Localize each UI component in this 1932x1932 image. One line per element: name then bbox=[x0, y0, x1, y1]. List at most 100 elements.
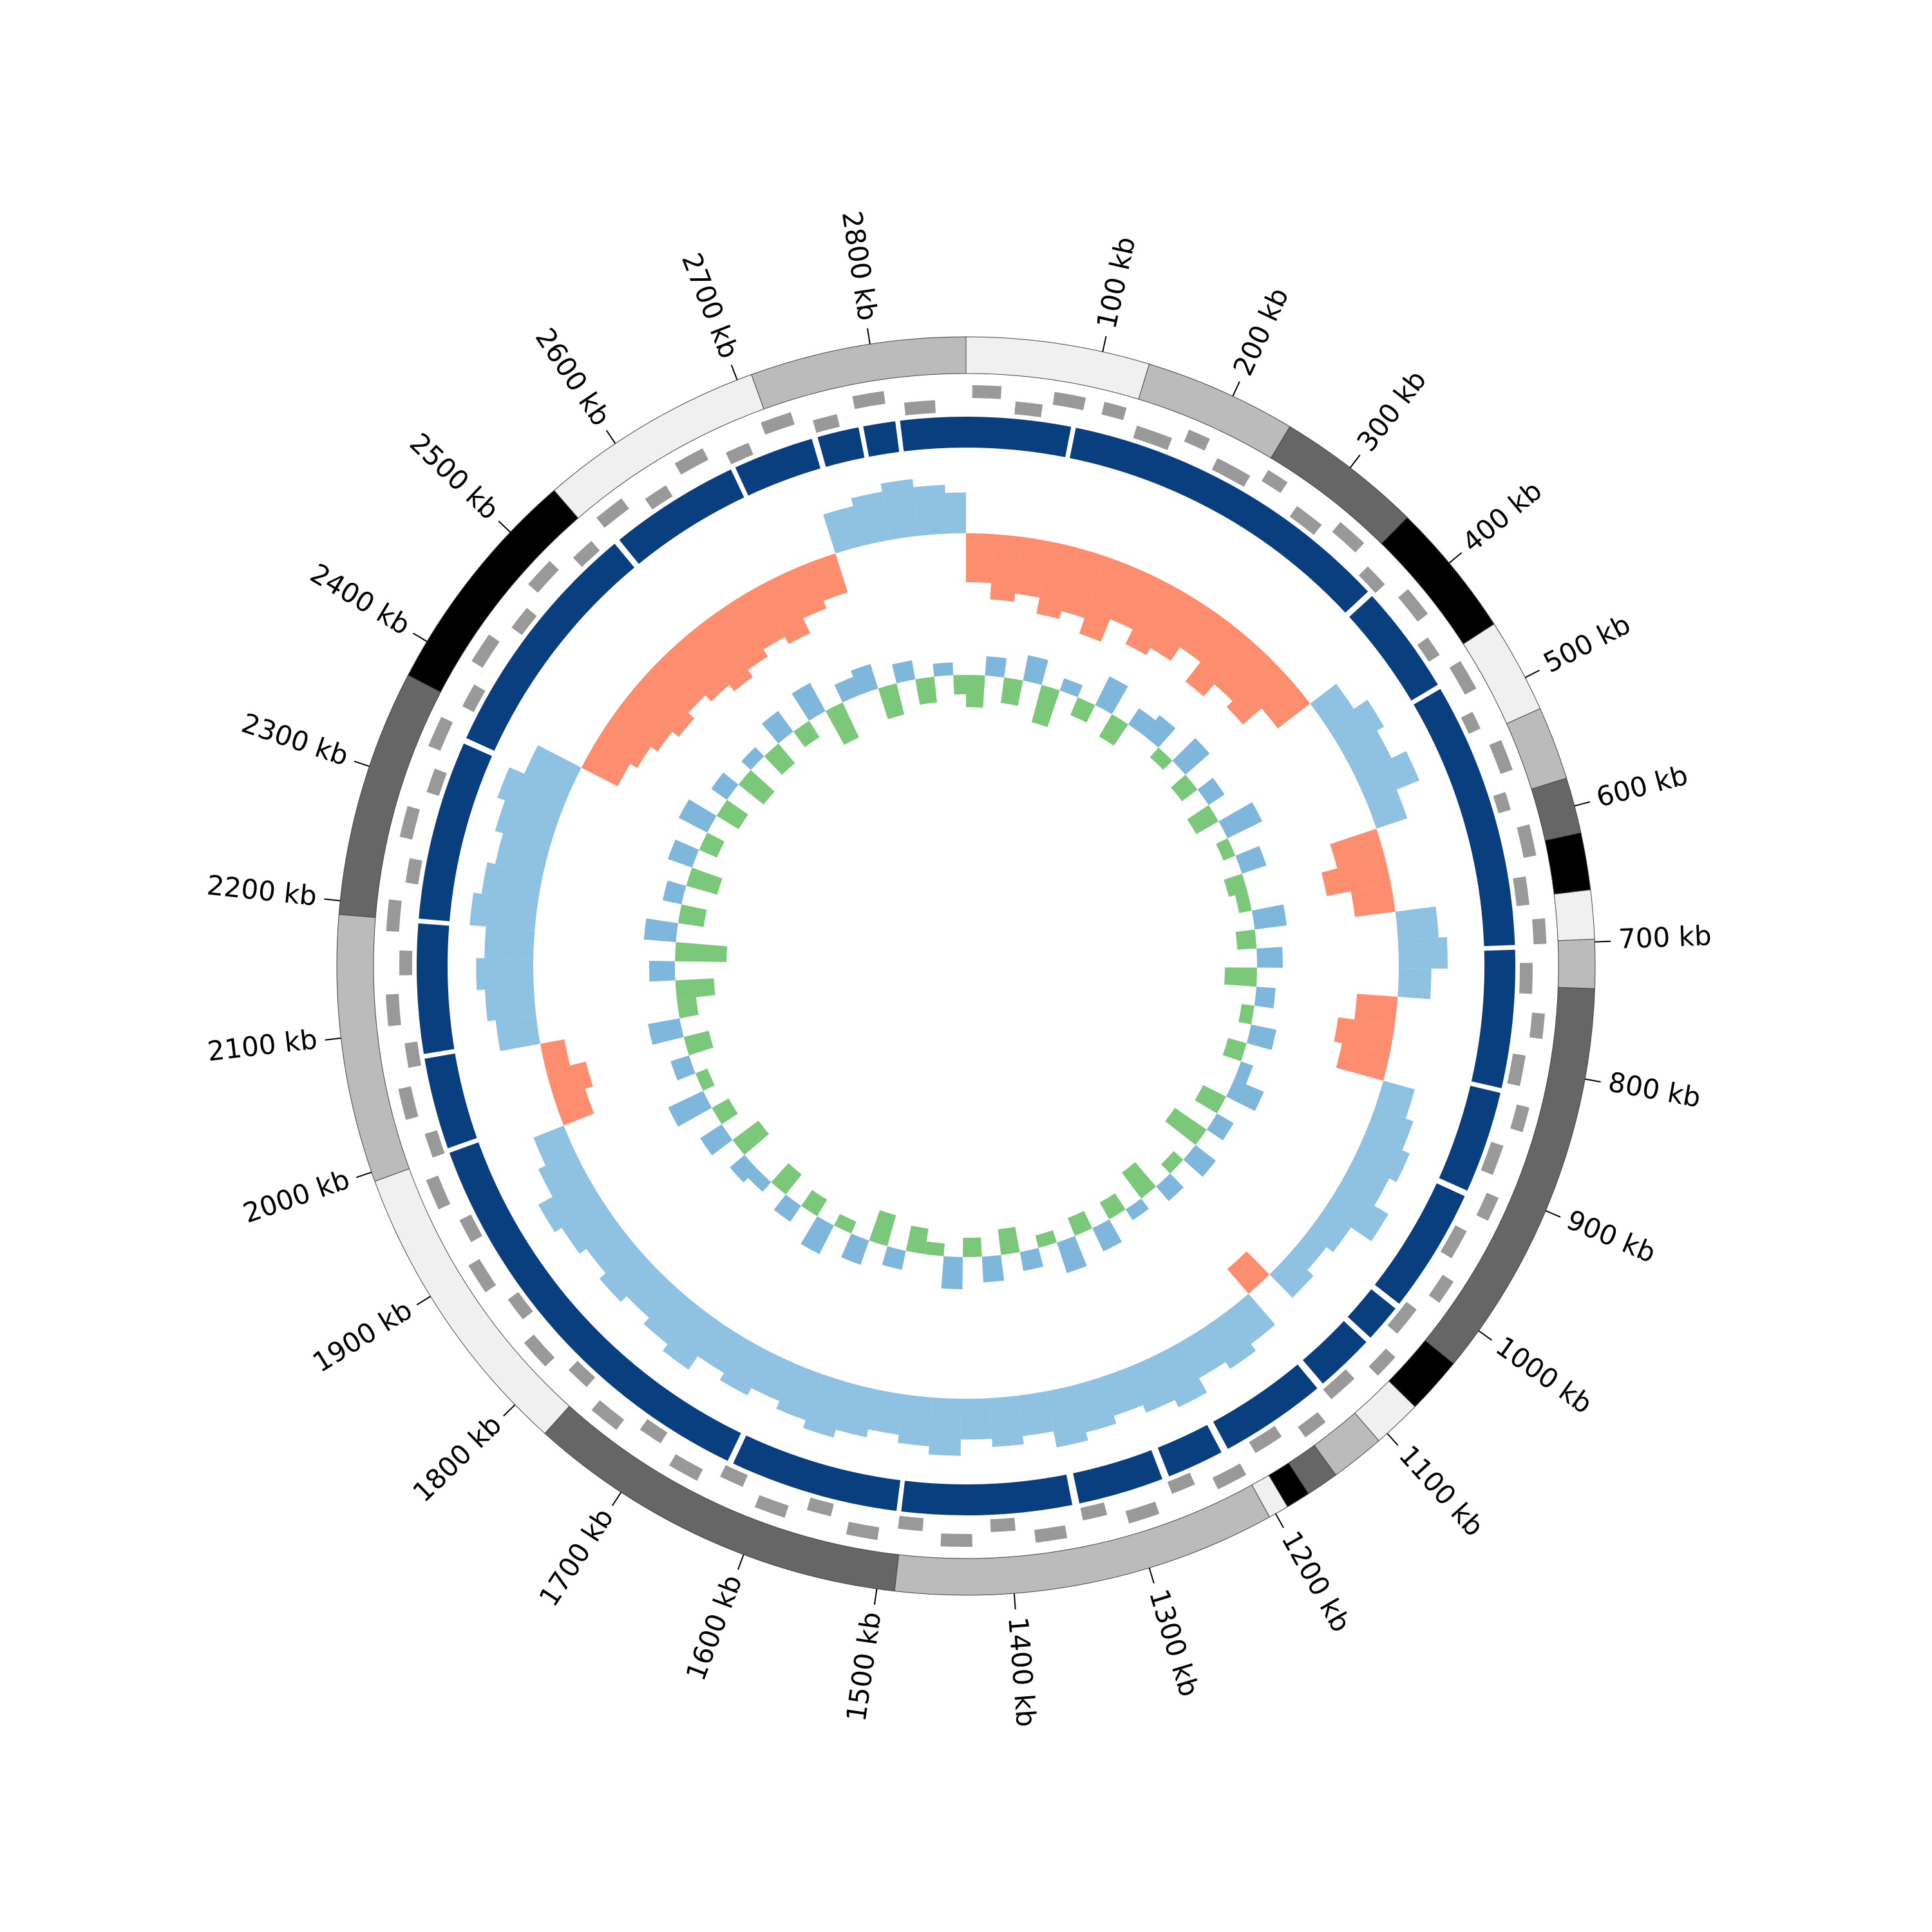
band bbox=[1544, 832, 1591, 895]
gc-skew-bar bbox=[495, 833, 551, 875]
gc-skew-bar bbox=[719, 1338, 770, 1396]
gc-content-bar bbox=[905, 1226, 929, 1255]
gc-content-bar bbox=[1160, 1151, 1184, 1174]
gc-content-bar bbox=[1197, 777, 1225, 806]
gene bbox=[904, 400, 936, 416]
gc-skew-bar bbox=[1366, 790, 1408, 829]
gc-content-bar bbox=[683, 1030, 714, 1056]
gene bbox=[720, 1464, 748, 1487]
gc-skew-bar bbox=[1015, 536, 1051, 598]
tick-label: 800 kb bbox=[1606, 1066, 1703, 1113]
gc-skew-bar bbox=[1226, 661, 1293, 725]
gc-skew-bar bbox=[1323, 1185, 1388, 1242]
gc-content-bar bbox=[1224, 873, 1248, 897]
gc-content-bar bbox=[1099, 714, 1128, 746]
gc-content-bar bbox=[711, 772, 739, 800]
gc-skew-bar bbox=[1334, 1017, 1395, 1054]
gc-skew-bar bbox=[1036, 542, 1079, 620]
tick-label: 1600 kb bbox=[679, 1571, 748, 1685]
contig bbox=[735, 439, 820, 496]
contig bbox=[1157, 1425, 1222, 1477]
tick-mark bbox=[611, 1492, 622, 1506]
gc-content-bar bbox=[676, 997, 699, 1019]
gene bbox=[507, 1292, 533, 1320]
gene bbox=[1101, 402, 1127, 421]
gc-skew-bar bbox=[1261, 681, 1311, 729]
contig bbox=[863, 421, 900, 457]
gene bbox=[398, 1086, 419, 1121]
gc-skew-bar bbox=[1018, 1391, 1054, 1437]
tick-mark bbox=[1524, 669, 1540, 679]
gc-skew-bar bbox=[868, 1389, 905, 1435]
gene bbox=[1489, 740, 1513, 774]
gene bbox=[1212, 1463, 1247, 1490]
gc-content-bar bbox=[1067, 1211, 1093, 1236]
tick-mark bbox=[1584, 1078, 1601, 1083]
gc-skew-bar bbox=[554, 1088, 594, 1126]
tick-mark bbox=[354, 761, 370, 767]
gc-content-bar bbox=[1218, 802, 1263, 838]
gc-content-bar bbox=[1099, 1193, 1126, 1220]
gc-content-bar bbox=[1235, 892, 1252, 913]
contig bbox=[817, 427, 865, 467]
gene bbox=[1034, 1525, 1068, 1543]
gene bbox=[459, 1214, 483, 1242]
gene bbox=[1493, 791, 1511, 814]
gene bbox=[761, 412, 795, 435]
tick-label: 1700 kb bbox=[533, 1502, 620, 1612]
gc-skew-bar bbox=[823, 506, 863, 554]
gc-content-bar bbox=[1057, 1236, 1087, 1273]
contig bbox=[419, 743, 492, 922]
gc-content-bar bbox=[1095, 676, 1128, 714]
gc-content-bar bbox=[1171, 774, 1198, 802]
gc-content-bar bbox=[675, 978, 715, 999]
gc-skew-bar bbox=[751, 1351, 796, 1401]
gene bbox=[1332, 522, 1365, 553]
gc-skew-bar bbox=[1101, 1367, 1143, 1416]
gc-content-bar bbox=[1172, 738, 1210, 775]
gc-content-bar bbox=[738, 770, 775, 805]
tick-mark bbox=[416, 1296, 431, 1305]
gene bbox=[426, 768, 447, 797]
gene bbox=[386, 994, 401, 1027]
gc-skew-bar bbox=[646, 654, 706, 714]
band bbox=[1553, 889, 1595, 942]
gc-content-bar bbox=[675, 942, 728, 962]
gene bbox=[813, 414, 840, 433]
gc-skew-bar bbox=[989, 1396, 1024, 1447]
gc-content-bar bbox=[1156, 1173, 1184, 1202]
gene bbox=[1517, 824, 1537, 858]
gc-skew-bar bbox=[484, 987, 536, 1021]
gene bbox=[1368, 1348, 1396, 1376]
gc-content-bar bbox=[841, 1233, 869, 1265]
gene bbox=[806, 1497, 834, 1517]
gene bbox=[1513, 876, 1530, 906]
gc-skew-bar bbox=[687, 617, 753, 692]
gc-skew-bar bbox=[880, 478, 919, 540]
contig bbox=[1471, 949, 1515, 1088]
tick-label: 1100 kb bbox=[1393, 1439, 1490, 1542]
gene bbox=[1428, 1274, 1454, 1303]
tick-label: 500 kb bbox=[1539, 609, 1636, 679]
gene bbox=[404, 1041, 421, 1068]
gc-content-bar bbox=[712, 1098, 738, 1124]
gc-skew-bar bbox=[546, 1061, 593, 1099]
gene bbox=[426, 1175, 451, 1209]
contig bbox=[901, 1474, 1073, 1515]
gc-content-bar bbox=[915, 676, 937, 705]
gc-skew-bar bbox=[1046, 1385, 1088, 1448]
gene bbox=[1014, 401, 1043, 417]
gene bbox=[1398, 589, 1428, 622]
gc-content-bar bbox=[1226, 1079, 1264, 1112]
gc-content-bar bbox=[1023, 655, 1048, 685]
gene bbox=[1510, 1104, 1530, 1132]
gene bbox=[1358, 566, 1385, 593]
tick-label: 1500 kb bbox=[840, 1610, 887, 1723]
contig bbox=[466, 544, 635, 751]
gc-content-bar bbox=[933, 662, 954, 677]
gene bbox=[1211, 458, 1251, 488]
tick-label: 600 kb bbox=[1593, 759, 1691, 813]
tick-label: 100 kb bbox=[1090, 234, 1141, 332]
gc-skew-bar bbox=[1397, 968, 1432, 999]
